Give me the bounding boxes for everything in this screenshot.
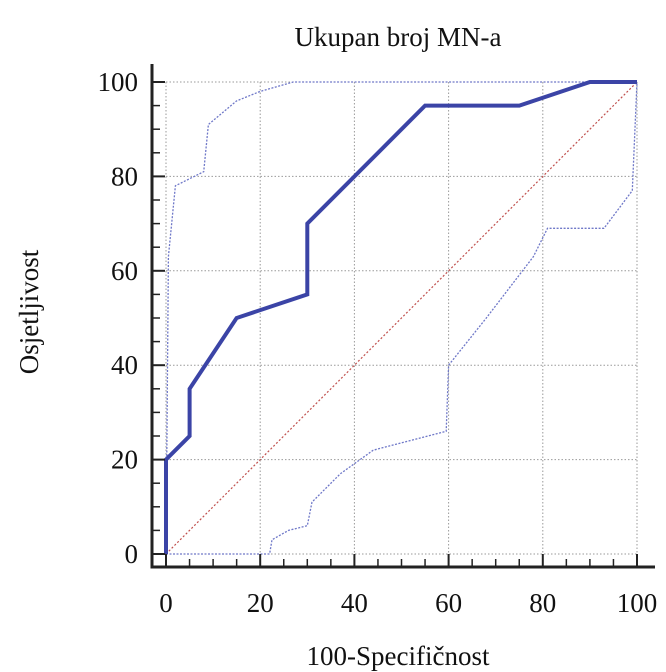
tick-labels: 0 20 40 60 80 100 0 20 40 60 80 100 bbox=[98, 67, 658, 618]
x-tick-label: 0 bbox=[159, 588, 173, 618]
x-tick-label: 100 bbox=[617, 588, 658, 618]
x-tick-label: 80 bbox=[529, 588, 556, 618]
ci-lower-line bbox=[166, 81, 638, 555]
x-tick-label: 20 bbox=[247, 588, 274, 618]
y-tick-label: 100 bbox=[98, 67, 139, 97]
y-tick-label: 0 bbox=[125, 539, 139, 569]
y-tick-label: 40 bbox=[111, 350, 138, 380]
ci-upper-line bbox=[165, 81, 637, 555]
series-group bbox=[164, 80, 638, 555]
x-tick-label: 40 bbox=[341, 588, 368, 618]
chart-title: Ukupan broj MN-a bbox=[295, 22, 502, 52]
axes bbox=[150, 64, 655, 569]
y-axis-label: Osjetljivost bbox=[14, 249, 44, 374]
y-tick-label: 60 bbox=[111, 256, 138, 286]
y-tick-label: 20 bbox=[111, 445, 138, 475]
x-tick-label: 60 bbox=[435, 588, 462, 618]
reference-line bbox=[165, 81, 638, 555]
roc-line bbox=[164, 80, 637, 554]
x-axis-label: 100-Specifičnost bbox=[307, 641, 490, 671]
y-tick-label: 80 bbox=[111, 161, 138, 191]
